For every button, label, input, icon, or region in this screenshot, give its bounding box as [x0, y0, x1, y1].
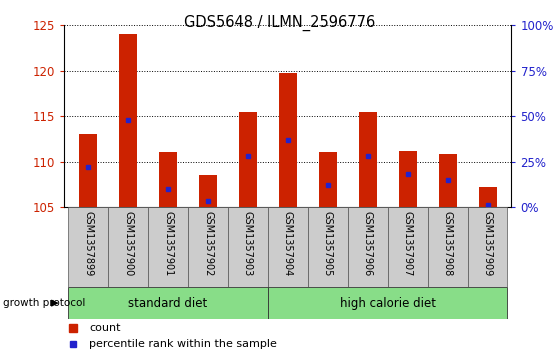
Text: GSM1357904: GSM1357904 [283, 211, 293, 276]
Text: GSM1357903: GSM1357903 [243, 211, 253, 276]
Bar [388, 207, 428, 287]
Text: GSM1357901: GSM1357901 [163, 211, 173, 276]
Text: GSM1357900: GSM1357900 [123, 211, 133, 276]
Bar [108, 207, 148, 287]
Bar [399, 151, 416, 207]
Bar [68, 207, 108, 287]
Bar [268, 287, 508, 319]
Text: GSM1357905: GSM1357905 [323, 211, 333, 276]
Bar [359, 111, 377, 207]
Bar [319, 152, 337, 207]
Text: standard diet: standard diet [129, 297, 208, 310]
Text: count: count [89, 323, 120, 333]
Bar [348, 207, 388, 287]
Text: GSM1357907: GSM1357907 [402, 211, 413, 276]
Bar [79, 134, 97, 207]
Text: GSM1357906: GSM1357906 [363, 211, 373, 276]
Bar [428, 207, 467, 287]
Bar [479, 187, 496, 207]
Text: GDS5648 / ILMN_2596776: GDS5648 / ILMN_2596776 [184, 15, 375, 31]
Bar [239, 111, 257, 207]
Bar [148, 207, 188, 287]
Bar [68, 287, 268, 319]
Bar [439, 154, 457, 207]
Bar [268, 207, 308, 287]
Text: GSM1357902: GSM1357902 [203, 211, 213, 276]
Bar [228, 207, 268, 287]
Bar [308, 207, 348, 287]
Text: GSM1357909: GSM1357909 [482, 211, 492, 276]
Text: percentile rank within the sample: percentile rank within the sample [89, 339, 277, 349]
Bar [199, 175, 217, 207]
Bar [279, 73, 297, 207]
Bar [467, 207, 508, 287]
Bar [188, 207, 228, 287]
Text: GSM1357899: GSM1357899 [83, 211, 93, 276]
Text: high calorie diet: high calorie diet [340, 297, 435, 310]
Bar [119, 34, 137, 207]
Text: growth protocol: growth protocol [3, 298, 85, 308]
Bar [159, 152, 177, 207]
Text: GSM1357908: GSM1357908 [443, 211, 453, 276]
